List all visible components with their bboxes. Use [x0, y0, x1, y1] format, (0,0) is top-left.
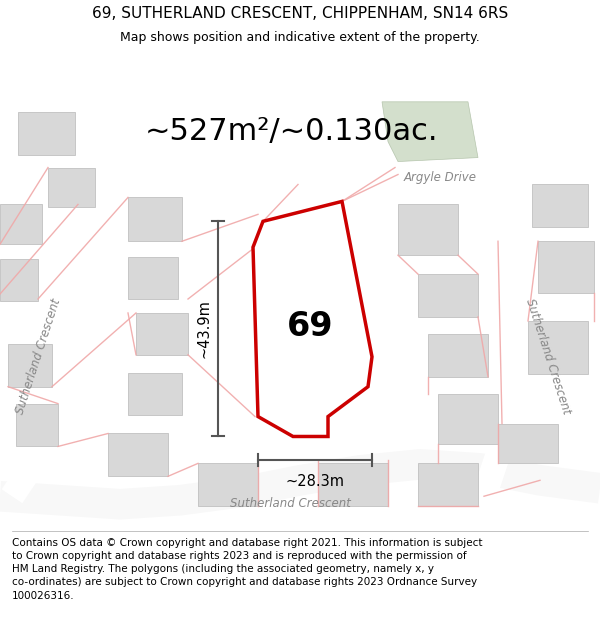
Text: ~43.9m: ~43.9m — [197, 299, 212, 358]
Polygon shape — [0, 204, 42, 244]
Polygon shape — [136, 313, 188, 355]
Polygon shape — [382, 102, 478, 161]
Text: Argyle Drive: Argyle Drive — [404, 171, 476, 184]
Polygon shape — [0, 259, 38, 301]
Text: 69, SUTHERLAND CRESCENT, CHIPPENHAM, SN14 6RS: 69, SUTHERLAND CRESCENT, CHIPPENHAM, SN1… — [92, 6, 508, 21]
Text: Sutherland Crescent: Sutherland Crescent — [230, 497, 350, 510]
Polygon shape — [318, 463, 388, 506]
Polygon shape — [418, 274, 478, 317]
Polygon shape — [532, 184, 588, 228]
Polygon shape — [528, 321, 588, 374]
Text: ~28.3m: ~28.3m — [286, 474, 344, 489]
Polygon shape — [538, 241, 594, 293]
Polygon shape — [438, 394, 498, 444]
Polygon shape — [428, 334, 488, 377]
Polygon shape — [398, 204, 458, 255]
Polygon shape — [128, 372, 182, 414]
Text: Map shows position and indicative extent of the property.: Map shows position and indicative extent… — [120, 31, 480, 44]
Text: 69: 69 — [287, 311, 333, 343]
Text: Sutherland Crescent: Sutherland Crescent — [523, 298, 573, 416]
Polygon shape — [108, 434, 168, 476]
Text: Sutherland Crescent: Sutherland Crescent — [13, 298, 63, 416]
Polygon shape — [498, 424, 558, 463]
Polygon shape — [48, 168, 95, 208]
Text: ~527m²/~0.130ac.: ~527m²/~0.130ac. — [145, 117, 439, 146]
Polygon shape — [18, 112, 75, 154]
Text: Contains OS data © Crown copyright and database right 2021. This information is : Contains OS data © Crown copyright and d… — [12, 538, 482, 601]
Polygon shape — [253, 201, 372, 436]
Polygon shape — [16, 404, 58, 446]
Polygon shape — [8, 344, 52, 387]
Polygon shape — [418, 463, 478, 506]
Polygon shape — [128, 258, 178, 299]
Polygon shape — [198, 463, 258, 506]
Polygon shape — [128, 198, 182, 241]
